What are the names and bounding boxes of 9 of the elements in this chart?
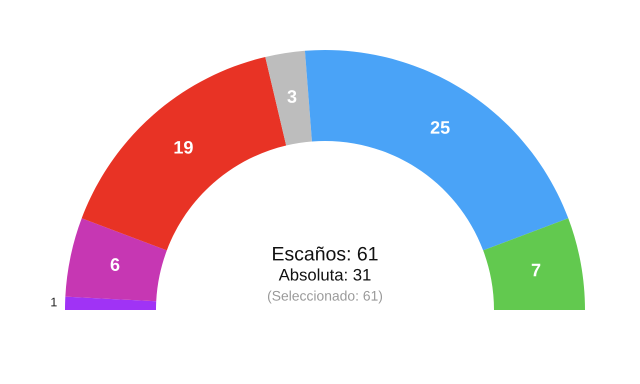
data-label: 25 bbox=[430, 121, 450, 134]
data-label: 7 bbox=[532, 264, 540, 276]
data-label: 1 bbox=[51, 298, 57, 306]
data-label: 6 bbox=[110, 258, 120, 271]
text: Escaños: 61 bbox=[273, 246, 378, 261]
data-label: 19 bbox=[174, 140, 193, 154]
text: (Seleccionado: 61) bbox=[268, 290, 382, 304]
data-label: 3 bbox=[287, 90, 296, 103]
text: Absoluta: 31 bbox=[278, 268, 371, 281]
